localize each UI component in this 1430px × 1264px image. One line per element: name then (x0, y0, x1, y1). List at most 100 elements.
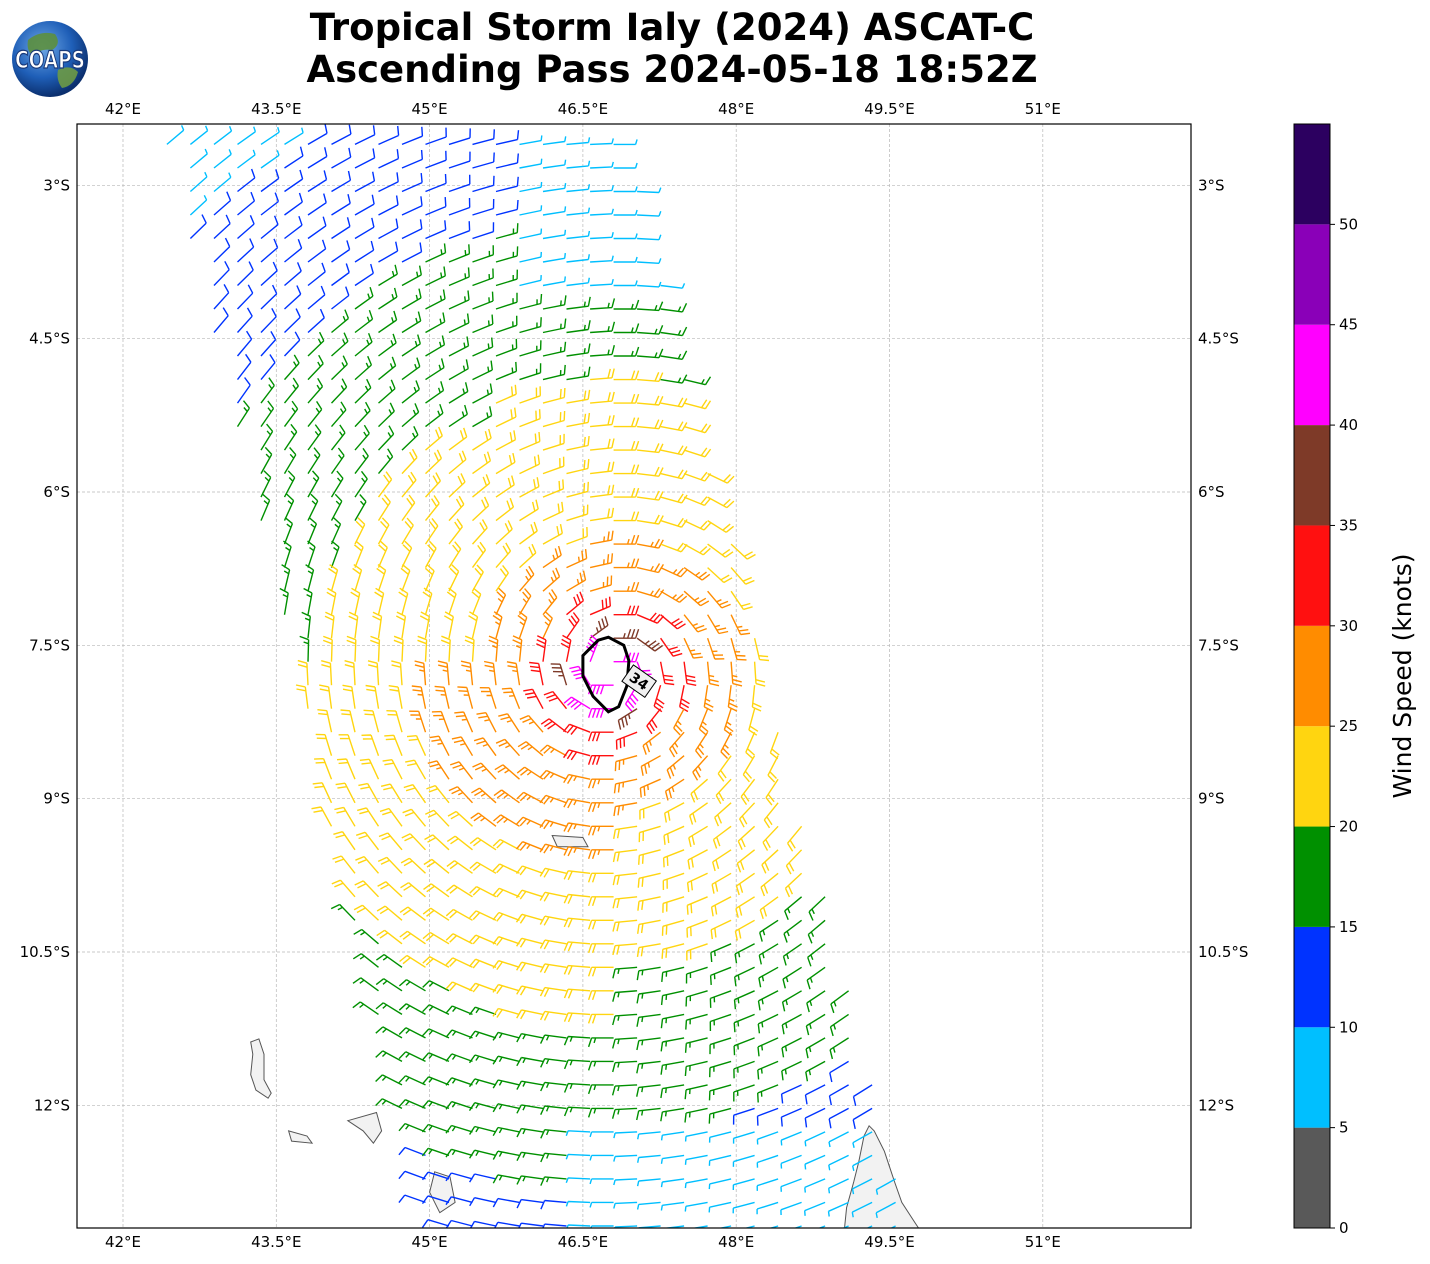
wind-barb (472, 222, 495, 240)
wind-barb (365, 684, 380, 709)
wind-barb (733, 1037, 755, 1056)
wind-barb (708, 1154, 732, 1166)
wind-barb (301, 611, 311, 639)
wind-barb (589, 596, 611, 616)
wind-barb (612, 1037, 638, 1049)
wind-barb (828, 1154, 849, 1171)
wind-barb (283, 377, 299, 404)
wind-barb (566, 549, 588, 569)
wind-barb (590, 391, 615, 404)
wind-barb (476, 712, 497, 733)
colorbar-tick-label: 10 (1339, 1018, 1358, 1036)
wind-barb (587, 872, 614, 883)
wind-barb (213, 126, 233, 145)
wind-barb (539, 1034, 567, 1044)
wind-barb (236, 400, 250, 427)
lat-tick-label-right: 4.5°S (1198, 330, 1239, 348)
wind-barb (401, 242, 423, 263)
wind-barb (590, 415, 615, 428)
wind-barb (422, 980, 450, 992)
wind-barb (421, 1123, 450, 1133)
wind-barb (403, 784, 427, 804)
wind-barb (363, 709, 380, 733)
wind-barb (425, 150, 447, 169)
wind-barb (495, 361, 518, 381)
wind-barb (350, 587, 361, 615)
colorbar-label: Wind Speed (knots) (1388, 553, 1417, 798)
wind-barb (804, 1084, 826, 1105)
wind-barb (391, 660, 403, 686)
wind-barb (590, 138, 614, 146)
lon-tick-label-top: 45°E (412, 100, 448, 118)
wind-barb (563, 1012, 591, 1023)
wind-barb (683, 423, 712, 434)
wind-barb (354, 401, 371, 428)
wind-barb (563, 988, 591, 999)
wind-barb (519, 158, 543, 169)
wind-barb (315, 733, 333, 756)
wind-barb (348, 611, 359, 639)
wind-barb (743, 1225, 755, 1228)
wind-barb (566, 504, 589, 522)
wind-barb (734, 966, 755, 987)
wind-barb (352, 953, 379, 968)
wind-barb (344, 660, 356, 686)
wind-barb (468, 934, 497, 945)
wind-barb (445, 1172, 473, 1182)
wind-barb (660, 350, 688, 360)
wind-barb (759, 896, 779, 920)
wind-barb (828, 1107, 849, 1129)
wind-barb (425, 266, 446, 287)
wind-barb (617, 708, 638, 730)
wind-barb (780, 1107, 802, 1127)
wind-barb (353, 928, 379, 945)
wind-barb (756, 1154, 779, 1168)
wind-barb (338, 734, 356, 756)
wind-barb (237, 261, 254, 286)
wind-barb (335, 782, 356, 804)
wind-barb (686, 872, 708, 893)
wind-barb (684, 1084, 708, 1100)
wind-barb (448, 495, 465, 522)
wind-barb (637, 872, 661, 888)
wind-barb (519, 386, 541, 404)
wind-barb (542, 501, 564, 522)
wind-barb (401, 173, 423, 193)
wind-barb (398, 1051, 426, 1063)
wind-barb (784, 872, 803, 898)
wind-barb (636, 612, 665, 624)
wind-barb (684, 1037, 708, 1053)
wind-barb (730, 638, 747, 661)
wind-barb (560, 634, 572, 662)
wind-barb (471, 787, 497, 804)
wind-barb (760, 872, 779, 897)
wind-barb (384, 734, 403, 756)
wind-barb (784, 896, 803, 920)
colorbar-tick-label: 30 (1339, 617, 1358, 635)
wind-barb (637, 234, 662, 241)
wind-barb (516, 937, 544, 948)
wind-barb (706, 661, 720, 687)
wind-barb (401, 833, 427, 851)
wind-barb (745, 731, 756, 760)
wind-barb (612, 1013, 638, 1026)
wind-barb (378, 379, 396, 404)
wind-barb (378, 172, 399, 193)
wind-barb (587, 849, 614, 860)
wind-barb (166, 125, 185, 145)
lat-tick-label-left: 12°S (34, 1096, 70, 1114)
wind-barb (401, 517, 414, 545)
wind-barb (589, 1178, 614, 1185)
wind-barb (612, 1060, 638, 1073)
wind-barb (213, 149, 232, 169)
wind-barb (519, 543, 537, 569)
wind-barb (587, 1037, 614, 1048)
wind-barb (330, 378, 348, 404)
wind-barb (710, 943, 732, 963)
wind-barb (519, 431, 541, 451)
wind-barb (472, 314, 494, 334)
wind-barb (542, 589, 558, 616)
wind-barb (563, 941, 591, 952)
wind-barb (472, 383, 493, 404)
wind-barb (808, 896, 826, 921)
